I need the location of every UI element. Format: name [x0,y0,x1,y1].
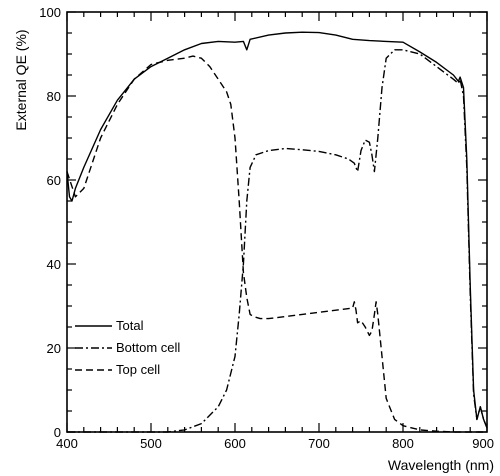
x-tick-label: 800 [392,436,414,451]
series-group [66,31,488,433]
y-tick-label: 100 [39,5,61,20]
y-tick-labels: 0 20 40 60 80 100 [39,5,61,440]
tick-marks [66,11,488,433]
x-tick-label: 500 [140,436,162,451]
y-tick-label: 40 [47,257,61,272]
series-line-top-cell [66,55,487,433]
x-tick-label: 900 [472,436,494,451]
y-tick-label: 60 [47,173,61,188]
x-axis-label: Wavelength (nm) [388,457,494,473]
legend-label-total: Total [116,318,144,333]
x-tick-label: 400 [56,436,78,451]
x-tick-label: 600 [224,436,246,451]
legend: Total Bottom cell Top cell [75,318,180,377]
legend-label-bottom-cell: Bottom cell [116,340,180,355]
plot-area [66,11,488,433]
y-tick-label: 20 [47,341,61,356]
y-tick-label: 80 [47,89,61,104]
y-axis-label: External QE (%) [13,29,29,130]
y-tick-label: 0 [54,425,61,440]
x-tick-label: 700 [308,436,330,451]
x-tick-labels: 400 500 600 700 800 900 [56,436,494,451]
legend-label-top-cell: Top cell [116,362,160,377]
series-line-bottom-cell [67,49,488,433]
